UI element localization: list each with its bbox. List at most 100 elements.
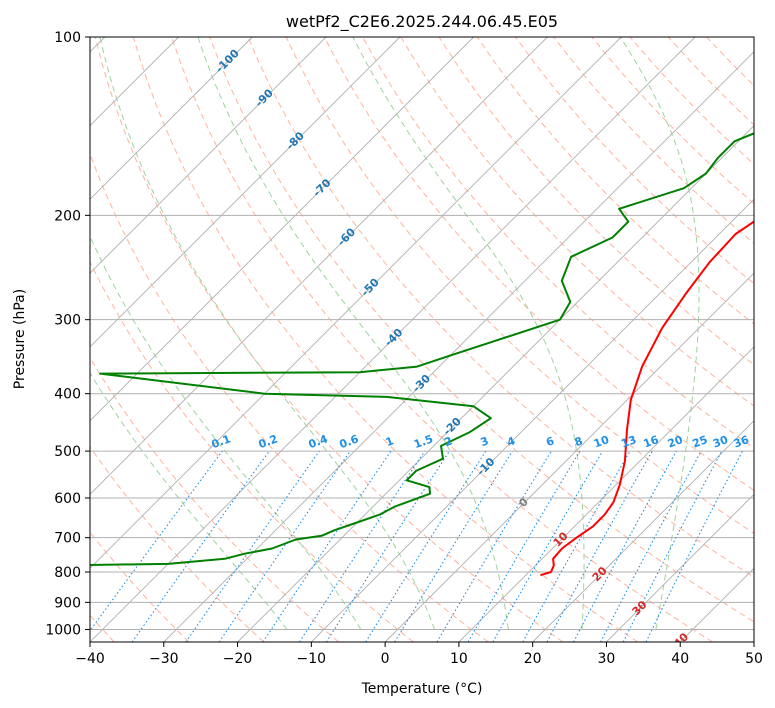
- mixing-ratio-label: 8: [573, 434, 585, 449]
- dry-adiabat-line: [515, 37, 754, 285]
- dry-adiabat-line: [171, 37, 713, 642]
- mixing-ratio-label: 13: [619, 433, 638, 450]
- mixing-ratio-label: 0.4: [307, 432, 330, 451]
- mixing-ratio-label: 0.1: [210, 432, 233, 451]
- x-tick-label: 50: [745, 651, 763, 667]
- mixing-ratio-label: 1: [384, 434, 396, 449]
- isotherm-line: [458, 346, 754, 642]
- isotherm-line: [90, 37, 696, 642]
- moist-adiabat-line: [99, 37, 436, 630]
- mixing-ratio-label: 1.5: [412, 432, 435, 451]
- chart-title: wetPf2_C2E6.2025.244.06.45.E05: [286, 12, 558, 32]
- moist-adiabat-line: [197, 37, 509, 630]
- moist-adiabat-line: [352, 37, 585, 630]
- x-tick-label: 20: [524, 651, 542, 667]
- isotherm-line: [606, 493, 754, 642]
- dry-adiabat-line: [209, 37, 754, 623]
- plot-background: [90, 37, 754, 642]
- x-tick-label: 0: [381, 651, 390, 667]
- mixing-ratio-line: [299, 450, 426, 642]
- mixing-ratio-line: [325, 450, 450, 642]
- dry-adiabat-line: [285, 37, 754, 535]
- x-tick-label: −30: [149, 651, 179, 667]
- mixing-ratio-line: [645, 450, 743, 642]
- x-axis-label: Temperature (°C): [361, 681, 483, 697]
- mixing-ratio-line: [573, 450, 677, 642]
- mixing-ratio-label: 3: [479, 434, 491, 449]
- x-tick-label: −10: [297, 651, 327, 667]
- y-tick-label: 400: [54, 387, 81, 403]
- mixing-ratio-label: 2: [442, 434, 454, 449]
- isotherm-line: [384, 272, 754, 642]
- y-tick-label: 200: [54, 208, 81, 224]
- pressure-gridlines: [90, 37, 754, 630]
- y-axis-label: Pressure (hPa): [12, 289, 28, 389]
- y-tick-label: 300: [54, 313, 81, 329]
- x-tick-label: 10: [450, 651, 468, 667]
- mixing-ratio-line: [262, 450, 392, 642]
- y-tick-label: 700: [54, 531, 81, 547]
- mixing-ratio-lines: [90, 450, 743, 642]
- moist-adiabat-line: [90, 235, 362, 630]
- dry-adiabat-line: [323, 37, 754, 491]
- dry-adiabats: [90, 37, 754, 642]
- y-tick-label: 1000: [45, 622, 81, 638]
- dry-adiabat-line: [94, 37, 564, 642]
- mixing-ratio-label: 30: [711, 433, 730, 451]
- mixing-ratio-label: 0.2: [257, 432, 280, 451]
- dry-adiabat-line: [90, 446, 265, 642]
- mixing-ratio-line: [218, 450, 351, 642]
- profiles: [90, 132, 754, 577]
- y-tick-label: 500: [54, 444, 81, 460]
- y-tick-label: 900: [54, 595, 81, 611]
- mixing-ratio-line: [546, 450, 653, 642]
- mixing-ratio-label: 20: [666, 433, 685, 451]
- mixing-ratio-labels: 0.1 0.2 0.4 0.6 1 1.5 2 3 4 6 8 10 13 16 20 25 30 36: [210, 432, 751, 451]
- mixing-ratio-label: 16: [642, 433, 661, 451]
- isotherm-line: [163, 51, 754, 642]
- isotherm-line: [90, 37, 327, 274]
- mixing-ratio-line: [131, 450, 270, 642]
- x-tick-label: −20: [223, 651, 253, 667]
- mixing-ratio-line: [522, 450, 631, 642]
- x-tick-label: −40: [75, 651, 105, 667]
- mixing-ratio-label: 4: [505, 434, 517, 449]
- x-tick-label: 40: [671, 651, 689, 667]
- mixing-ratio-label: 25: [691, 433, 710, 450]
- isotherm-line: [90, 37, 401, 348]
- isotherm-line: [90, 37, 548, 496]
- dewpoint-profile: [90, 132, 754, 566]
- y-tick-label: 600: [54, 491, 81, 507]
- dry-adiabat-line: [438, 37, 754, 366]
- mixing-ratio-label: 6: [544, 434, 556, 449]
- mixing-ratio-label: 36: [732, 433, 751, 451]
- plot-frame: [89, 36, 755, 643]
- dry-adiabat-line: [90, 356, 339, 642]
- isotherm-line: [90, 37, 475, 422]
- x-tick-label: 30: [598, 651, 616, 667]
- dry-adiabat-line: [90, 260, 414, 642]
- mixing-ratio-line: [394, 450, 513, 642]
- isotherm-line: [753, 641, 754, 642]
- mixing-ratio-line: [185, 450, 320, 642]
- dry-adiabat-line: [476, 37, 754, 325]
- y-tick-label: 800: [54, 565, 81, 581]
- x-axis: −40 −30 −20 −10 0 10 20 30 40 50: [75, 642, 763, 667]
- isotherm-line: [90, 37, 253, 200]
- dry-adiabat-line: [247, 37, 754, 578]
- mixing-ratio-label: 0.6: [338, 432, 361, 451]
- moist-adiabat-line: [90, 371, 288, 630]
- moist-adiabats: [90, 37, 700, 630]
- temperature-profile: [540, 220, 754, 577]
- dry-adiabat-line: [132, 37, 639, 642]
- isotherm-label: 40: [671, 630, 691, 650]
- isotherm-line: [532, 420, 754, 642]
- isotherm-line: [310, 198, 754, 642]
- plot-area: -100-90-80-70-60-50-40-30-20-10010203040…: [90, 37, 754, 650]
- y-axis: 100 200 300 400 500 600 700 800 900 1000: [45, 30, 90, 638]
- moist-adiabat-line: [619, 37, 700, 630]
- mixing-ratio-label: 10: [592, 433, 611, 451]
- isotherm-line: [90, 37, 622, 569]
- y-tick-label: 100: [54, 30, 81, 46]
